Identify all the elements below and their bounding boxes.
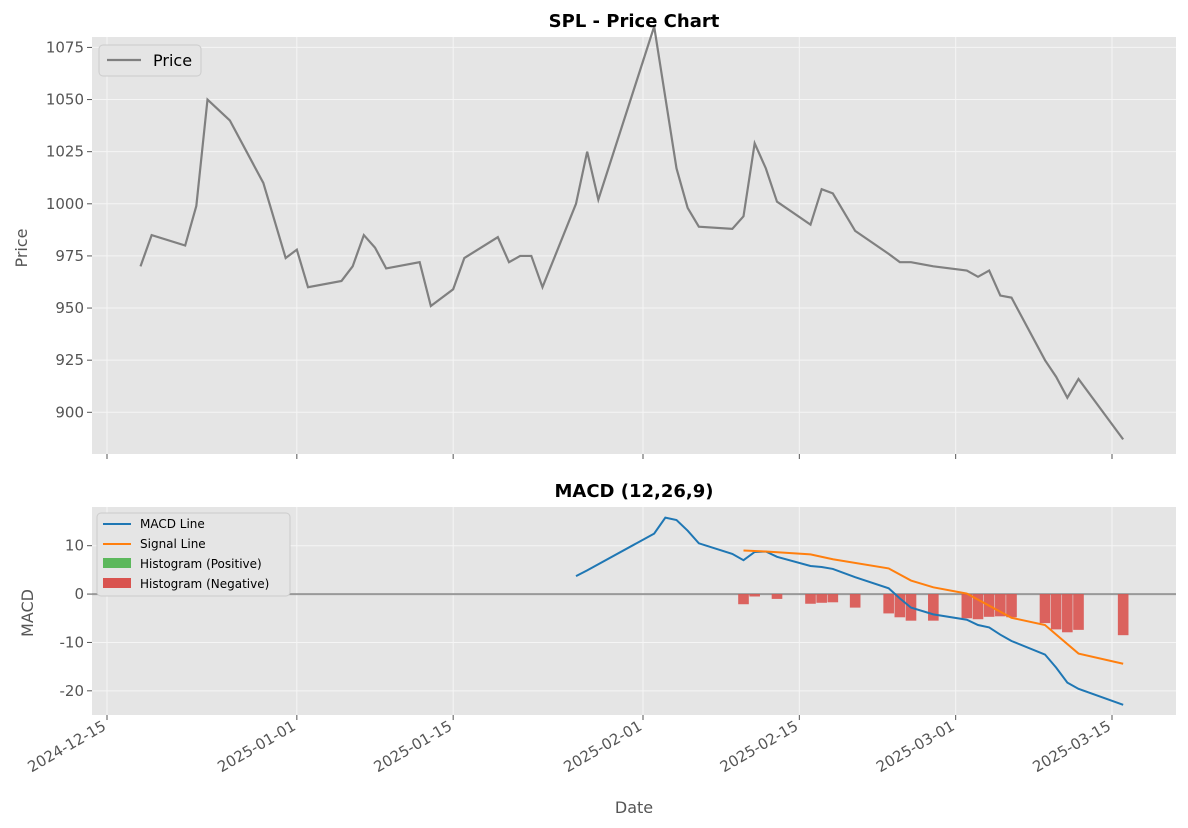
macd-x-tick-label: 2025-02-01 bbox=[560, 717, 645, 776]
histogram-negative-legend-label: Histogram (Negative) bbox=[140, 577, 269, 591]
macd-y-tick-label: 10 bbox=[65, 537, 84, 555]
histogram-positive-legend-swatch bbox=[103, 558, 131, 568]
macd-y-tick-label: -10 bbox=[60, 633, 85, 651]
histogram-negative-bar bbox=[1062, 594, 1073, 633]
histogram-negative-bar bbox=[749, 594, 760, 597]
price-y-tick-label: 1000 bbox=[46, 195, 84, 213]
macd-x-ticks: 2024-12-15 2025-01-01 2025-01-15 2025-02-01… bbox=[24, 715, 1114, 776]
histogram-negative-bars bbox=[738, 594, 1129, 636]
histogram-negative-bar bbox=[961, 594, 973, 619]
histogram-negative-bar bbox=[805, 594, 816, 604]
macd-series-line bbox=[575, 516, 1124, 706]
macd-x-tick-label: 2025-01-01 bbox=[214, 717, 299, 776]
macd-legend-label: MACD Line bbox=[140, 517, 205, 531]
macd-x-tick-label: 2025-02-15 bbox=[717, 717, 802, 776]
histogram-negative-bar bbox=[972, 594, 984, 620]
histogram-negative-bar bbox=[1117, 594, 1129, 636]
histogram-negative-bar bbox=[894, 594, 906, 618]
price-chart-title: SPL - Price Chart bbox=[549, 11, 720, 32]
price-legend-box bbox=[98, 44, 202, 77]
histogram-negative-bar bbox=[883, 594, 894, 614]
price-x-ticks bbox=[106, 454, 1113, 459]
macd-legend: MACD Line Signal Line Histogram (Positiv… bbox=[96, 512, 291, 597]
price-y-axis-label: Price bbox=[12, 228, 31, 267]
histogram-negative-bar bbox=[1039, 594, 1051, 624]
price-plot-area bbox=[92, 37, 1176, 454]
macd-x-tick-label: 2025-03-01 bbox=[873, 717, 958, 776]
histogram-negative-bar bbox=[928, 594, 939, 621]
histogram-negative-bar bbox=[827, 594, 839, 603]
price-y-tick-label: 1050 bbox=[46, 91, 84, 109]
macd-x-tick-label: 2024-12-15 bbox=[24, 717, 109, 776]
macd-legend-box bbox=[96, 512, 291, 597]
histogram-positive-legend-label: Histogram (Positive) bbox=[140, 557, 262, 571]
histogram-negative-bar bbox=[995, 594, 1006, 617]
price-legend: Price bbox=[98, 44, 202, 77]
histogram-negative-bar bbox=[1050, 594, 1062, 630]
histogram-negative-bar bbox=[771, 594, 783, 599]
price-y-ticks: 900 925 950 975 1000 1025 1050 1075 bbox=[46, 38, 92, 421]
histogram-negative-bar bbox=[816, 594, 827, 603]
price-series-line bbox=[139, 26, 1125, 441]
price-y-tick-label: 1025 bbox=[46, 143, 84, 161]
price-panel: 900 925 950 975 1000 1025 1050 1075 SPL - Price… bbox=[12, 11, 1176, 459]
macd-x-tick-label: 2025-01-15 bbox=[371, 717, 456, 776]
price-y-tick-label: 975 bbox=[55, 247, 84, 265]
histogram-negative-bar bbox=[849, 594, 861, 608]
signal-legend-label: Signal Line bbox=[140, 537, 206, 551]
macd-x-axis-label: Date bbox=[615, 798, 653, 817]
macd-y-tick-label: -20 bbox=[60, 682, 85, 700]
macd-chart-title: MACD (12,26,9) bbox=[554, 481, 713, 502]
histogram-negative-legend-swatch bbox=[103, 578, 131, 588]
macd-y-tick-label: 0 bbox=[74, 585, 84, 603]
macd-y-axis-label: MACD bbox=[18, 589, 37, 637]
price-y-tick-label: 900 bbox=[55, 403, 84, 421]
price-y-tick-label: 950 bbox=[55, 299, 84, 317]
macd-panel: -20 -10 0 10 2024-12-15 2025-01-01 2025-01-15… bbox=[18, 481, 1176, 817]
signal-series-line bbox=[743, 549, 1124, 665]
price-y-tick-label: 925 bbox=[55, 351, 84, 369]
price-legend-label: Price bbox=[153, 51, 192, 70]
price-y-tick-label: 1075 bbox=[46, 38, 84, 56]
histogram-negative-bar bbox=[1073, 594, 1084, 630]
histogram-negative-bar bbox=[738, 594, 749, 605]
price-gridlines bbox=[92, 37, 1176, 454]
macd-y-ticks: -20 -10 0 10 bbox=[60, 537, 92, 700]
macd-x-tick-label: 2025-03-15 bbox=[1029, 717, 1114, 776]
histogram-negative-bar bbox=[1006, 594, 1017, 618]
